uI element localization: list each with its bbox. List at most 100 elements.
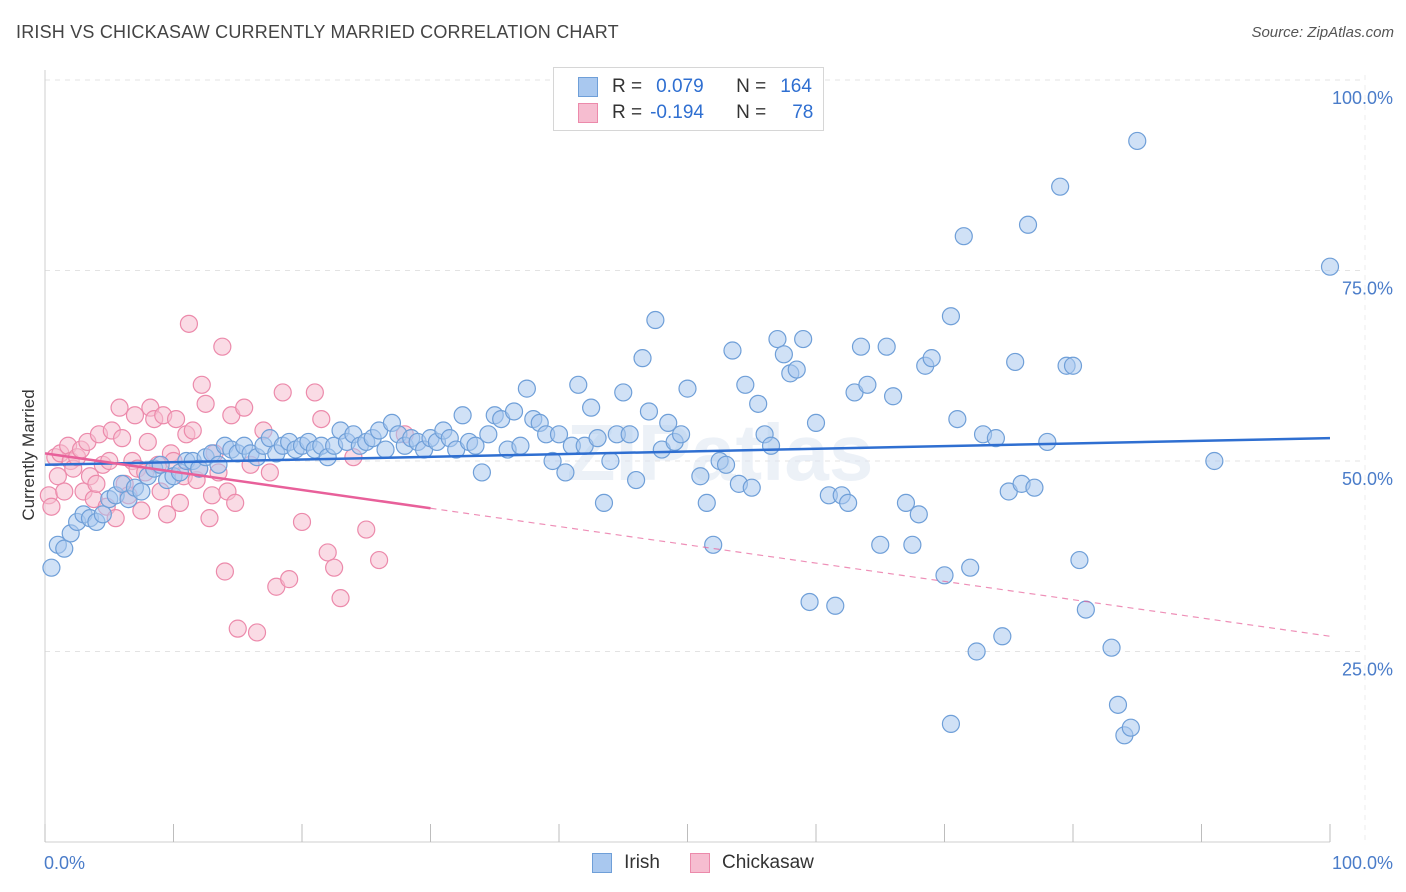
irish-point (453, 406, 472, 425)
legend-item-chickasaw: Chickasaw (690, 852, 814, 874)
irish-point (376, 440, 395, 459)
legend-label-chickasaw: Chickasaw (722, 852, 814, 873)
n-value: 78 (792, 102, 814, 123)
irish-point (742, 478, 761, 497)
irish-point (806, 413, 826, 432)
chickasaw-point (42, 497, 61, 516)
irish-point (948, 409, 967, 429)
irish-point (209, 455, 228, 474)
source-credit: Source: ZipAtlas.com (1251, 24, 1394, 41)
irish-point (903, 535, 922, 554)
chickasaw-trend-line (44, 452, 431, 510)
chickasaw-point (228, 619, 247, 638)
chickasaw-point (318, 543, 337, 562)
chickasaw-point (213, 337, 232, 356)
irish-point (678, 379, 697, 398)
irish-point (761, 436, 781, 455)
chickasaw-point (247, 623, 267, 642)
chart-title: IRISH VS CHICKASAW CURRENTLY MARRIED COR… (16, 22, 619, 42)
irish-point (1108, 695, 1128, 714)
chickasaw-point (292, 512, 312, 532)
irish-point (858, 375, 877, 394)
y-axis-label: Currently Married (19, 389, 38, 520)
chickasaw-point (179, 314, 199, 333)
irish-point (466, 436, 485, 455)
irish-point (1051, 177, 1070, 196)
irish-swatch (578, 77, 598, 97)
chickasaw-point (325, 558, 344, 577)
irish-point (601, 451, 620, 471)
legend-row-irish: R = 0.079 N = 164 (578, 75, 812, 99)
legend-label-irish: Irish (624, 852, 661, 873)
irish-point (922, 349, 941, 368)
irish-point (671, 425, 691, 444)
irish-point (517, 379, 536, 398)
chickasaw-point (157, 505, 177, 524)
chickasaw-point (370, 550, 389, 570)
irish-point (472, 463, 491, 482)
irish-point (1006, 352, 1025, 372)
chickasaw-point (192, 375, 211, 394)
chickasaw-swatch (690, 853, 711, 873)
irish-point (614, 383, 633, 402)
irish-point (1320, 257, 1340, 276)
irish-point (543, 451, 562, 471)
chickasaw-point (215, 562, 234, 581)
irish-point (479, 425, 498, 444)
irish-point (556, 463, 575, 482)
irish-point (1076, 600, 1095, 619)
irish-point (1070, 550, 1089, 570)
irish-swatch (592, 853, 613, 873)
irish-point (549, 425, 569, 444)
chickasaw-point (202, 486, 222, 505)
chickasaw-point (273, 383, 292, 402)
irish-point (569, 375, 588, 394)
irish-point (800, 592, 819, 612)
y-tick-label: 100.0% (1332, 88, 1393, 108)
n-label: N = (736, 102, 767, 123)
chickasaw-swatch (578, 103, 598, 123)
irish-point (626, 470, 646, 490)
irish-point (716, 455, 736, 474)
irish-point (871, 535, 890, 554)
chickasaw-point (235, 398, 254, 417)
irish-point (961, 558, 980, 577)
irish-point (697, 493, 716, 513)
legend-row-chickasaw: R = -0.194 N = 78 (578, 101, 813, 125)
irish-point (1063, 356, 1083, 375)
chickasaw-point (312, 409, 331, 429)
chickasaw-point (55, 482, 74, 501)
irish-point (787, 360, 806, 379)
irish-point (941, 307, 961, 326)
chickasaw-point (138, 432, 157, 452)
r-label: R = (612, 102, 643, 123)
irish-point (794, 329, 813, 349)
irish-point (935, 566, 954, 585)
irish-point (704, 535, 723, 554)
irish-point (1025, 478, 1044, 497)
irish-points (42, 131, 1340, 745)
irish-point (877, 337, 896, 356)
y-tick-label: 75.0% (1342, 279, 1393, 299)
chickasaw-point (331, 589, 350, 608)
irish-point (1018, 215, 1038, 234)
chickasaw-point (280, 570, 299, 589)
chickasaw-point (125, 406, 145, 425)
x-tick-label: 100.0% (1332, 853, 1393, 873)
series-legend: Irish Chickasaw (0, 852, 1406, 874)
irish-point (826, 596, 845, 615)
irish-point (1102, 638, 1121, 657)
irish-point (633, 349, 652, 368)
x-tick-label: 0.0% (44, 853, 85, 873)
chickasaw-point (112, 429, 132, 448)
irish-point (594, 493, 614, 513)
irish-point (774, 345, 793, 364)
irish-point (646, 310, 665, 330)
irish-point (504, 402, 524, 421)
r-label: R = (612, 76, 643, 97)
irish-point (691, 467, 710, 486)
irish-point (768, 329, 787, 349)
irish-point (954, 227, 973, 246)
tick-labels: 25.0% 50.0% 75.0% 100.0% 0.0% 100.0% (44, 88, 1393, 873)
